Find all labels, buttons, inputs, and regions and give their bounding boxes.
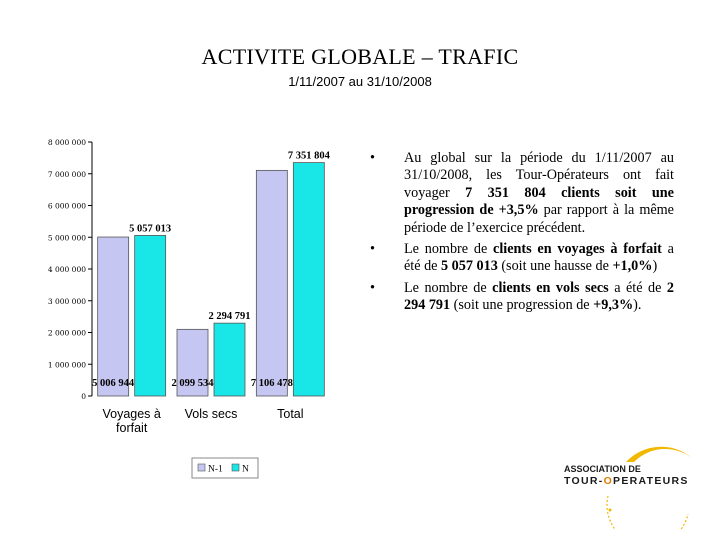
bullet-run: Le nombre de	[404, 241, 494, 258]
logo-line2-part1: TOUR-	[564, 475, 604, 487]
legend-box	[191, 457, 259, 479]
logo-line2: TOUR-OPERATEURS	[564, 475, 689, 487]
bullet-run: a été de	[404, 241, 674, 275]
bullet-text: Au global sur la période du 1/11/2007 au…	[404, 150, 674, 237]
bullet-run: )	[652, 258, 658, 275]
bar-n	[213, 322, 246, 397]
bar-n	[292, 162, 325, 397]
bullet-emphasis: 5 057 013	[441, 258, 498, 275]
logo-arc-shape	[626, 446, 692, 462]
bullet-text: Le nombre de clients en vols secs a été …	[404, 280, 674, 315]
traffic-bar-chart: 0 1 000 000 2 000 000 3 000 000 4 000 000 5 0…	[48, 138, 331, 479]
x-category-label: Total	[277, 407, 303, 421]
bar-n1	[97, 236, 130, 397]
slide-title: ACTIVITE GLOBALE – TRAFIC	[201, 44, 519, 69]
bullet-emphasis: +1,0%	[612, 258, 653, 275]
association-tour-operateurs-logo: ASSOCIATION DE TOUR-OPERATEURS	[564, 446, 692, 530]
bullet-run: Le nombre de	[404, 279, 493, 296]
logo-line1: ASSOCIATION DE	[564, 464, 641, 474]
bullet-item: • Le nombre de clients en voyages à forfa…	[366, 241, 674, 276]
bullet-item: • Le nombre de clients en vols secs a été…	[366, 280, 674, 315]
bullet-marker: •	[370, 279, 375, 296]
slide-subtitle: 1/11/2007 au 31/10/2008	[288, 74, 432, 89]
y-tick-label: 1 000 000	[48, 360, 86, 369]
bullet-emphasis: clients en vols secs	[492, 279, 609, 296]
logo-line2-accent: O	[604, 475, 613, 487]
logo-dot	[608, 508, 612, 512]
y-tick-label: 7 000 000	[48, 170, 86, 179]
y-tick-label: 8 000 000	[48, 138, 86, 147]
bullet-emphasis: clients en voyages à forfait	[493, 241, 662, 258]
data-label: 2 294 791	[209, 311, 251, 322]
summary-bullets: • Au global sur la période du 1/11/2007 a…	[366, 150, 674, 319]
x-category-label: forfait	[116, 421, 148, 435]
bar-n1	[176, 328, 209, 397]
bullet-run: ).	[633, 297, 642, 314]
bullet-emphasis: +9,3%	[593, 297, 634, 314]
data-label: 5 057 013	[129, 223, 171, 234]
bullet-run: a été de	[608, 279, 667, 296]
data-label: 2 099 534	[172, 378, 215, 389]
x-category-label: Voyages à	[102, 407, 160, 421]
y-tick-label: 0	[81, 392, 86, 401]
logo-line2-part2: PERATEURS	[613, 475, 689, 487]
legend-swatch	[197, 463, 206, 472]
bullet-marker: •	[370, 150, 375, 166]
bullet-item: • Au global sur la période du 1/11/2007 a…	[366, 150, 674, 237]
y-tick-label: 5 000 000	[48, 233, 86, 242]
data-label: 7 106 478	[251, 378, 293, 389]
y-tick-label: 4 000 000	[48, 265, 86, 274]
bullet-text: Le nombre de clients en voyages à forfai…	[404, 241, 674, 276]
bullet-run: par rapport à la même période de l’exerc…	[404, 202, 674, 236]
x-category-label: Vols secs	[185, 407, 238, 421]
bullet-run: Au global sur la période du 1/11/2007 au…	[404, 150, 674, 201]
bullet-run: (soit une progression de	[450, 297, 594, 314]
legend-label: N	[242, 465, 249, 475]
data-label: 7 351 804	[288, 151, 331, 162]
y-tick-label: 6 000 000	[48, 202, 86, 211]
logo-seal-arc	[606, 495, 689, 530]
bar-n1	[255, 169, 288, 397]
legend-swatch	[231, 463, 240, 472]
bullet-emphasis: 2 294 791	[404, 279, 674, 314]
data-label: 5 006 944	[92, 378, 135, 389]
y-tick-label: 2 000 000	[48, 329, 86, 338]
bullet-marker: •	[370, 241, 375, 258]
bullet-emphasis: 7 351 804 clients soit une progression d…	[404, 184, 674, 219]
bar-n	[134, 235, 167, 397]
legend-label: N-1	[208, 465, 223, 475]
y-tick-label: 3 000 000	[48, 297, 86, 306]
bullet-run: (soit une hausse de	[497, 258, 613, 275]
